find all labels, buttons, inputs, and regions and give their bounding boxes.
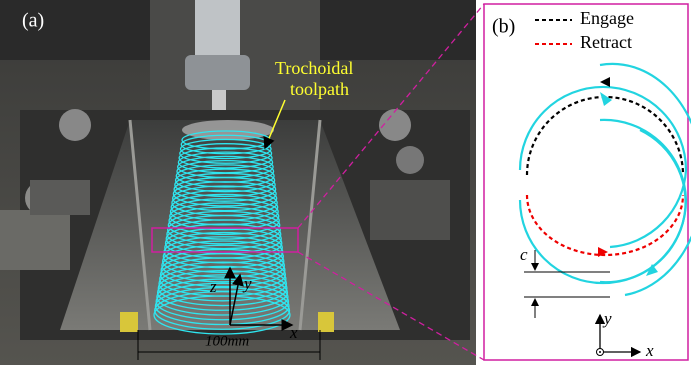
annotation: Trochoidal xyxy=(275,58,353,78)
dimension-label: c xyxy=(520,245,528,264)
annotation: toolpath xyxy=(290,79,349,99)
axis-label: x xyxy=(645,341,654,360)
diagram: (b) Engage Retract c y x xyxy=(484,4,691,360)
axis-label: y xyxy=(242,274,252,293)
axis-label: y xyxy=(602,309,612,328)
axis-label: x xyxy=(289,323,298,342)
axis-label: z xyxy=(209,277,217,296)
photo: (a) Trochoidal toolpath z y x 100mm xyxy=(0,0,484,365)
legend-label: Retract xyxy=(580,32,632,52)
panel-label: (b) xyxy=(492,16,515,38)
panel-label: (a) xyxy=(22,10,44,32)
legend-label: Engage xyxy=(580,8,634,28)
dimension-label: 100mm xyxy=(205,333,249,349)
figure: (a) Trochoidal toolpath z y x 100mm (b) … xyxy=(0,0,691,365)
